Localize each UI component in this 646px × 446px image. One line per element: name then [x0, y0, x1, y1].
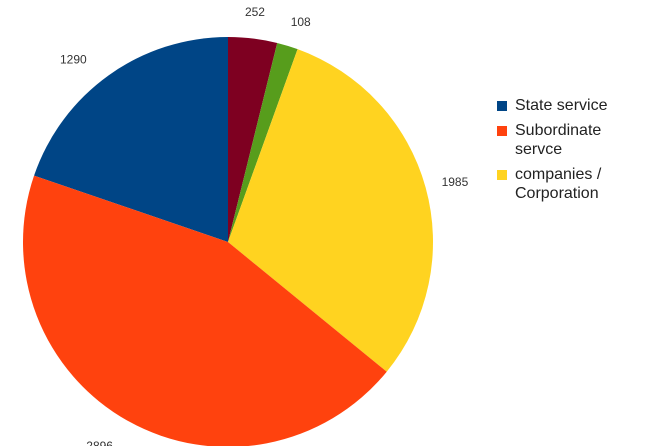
slice-value-label: 1985 [442, 175, 469, 189]
pie-slice [228, 37, 278, 242]
legend-item-subordinate-service: Subordinate servce [497, 121, 642, 159]
pie-slice [228, 42, 298, 242]
legend-item-companies-corporation: companies / Corporation [497, 165, 642, 203]
slice-value-label: 108 [291, 15, 311, 29]
legend-label: Subordinate servce [515, 122, 602, 158]
legend-label: State service [515, 97, 608, 114]
pie-slice [23, 175, 387, 446]
legend-swatch [497, 101, 507, 111]
pie-slice [228, 49, 433, 372]
pie-slice [34, 37, 228, 242]
slice-value-label: 252 [245, 5, 265, 19]
legend-item-state-service: State service [497, 96, 642, 115]
slice-value-label: 1290 [60, 53, 87, 67]
legend-swatch [497, 170, 507, 180]
legend-swatch [497, 126, 507, 136]
slice-value-label: 2896 [86, 439, 113, 446]
legend-label: companies / Corporation [515, 166, 602, 202]
chart-legend: State service Subordinate servce compani… [497, 96, 642, 209]
